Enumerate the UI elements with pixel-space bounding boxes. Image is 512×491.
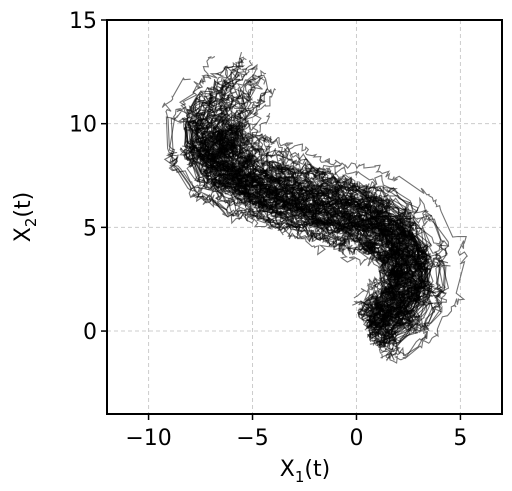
trajectory-line — [244, 119, 468, 364]
y-tick-label: 5 — [83, 216, 97, 241]
x-tick-label: 0 — [349, 426, 363, 451]
trajectory-line — [195, 97, 408, 322]
y-tick-label: 15 — [69, 9, 97, 34]
y-axis-label-suffix: (t) — [11, 192, 36, 218]
y-tick-label: 0 — [83, 320, 97, 345]
x-tick-label: 5 — [453, 426, 467, 451]
y-axis-label: X2(t) — [11, 192, 40, 242]
trajectory-line — [182, 148, 398, 310]
x-axis-label-base: X — [280, 457, 295, 482]
y-axis-label-sub: 2 — [22, 218, 40, 228]
y-axis-ticks: 0 5 10 15 — [69, 9, 107, 345]
y-tick-label: 10 — [69, 113, 97, 138]
trajectory-line — [219, 104, 441, 347]
x-tick-label: −10 — [125, 426, 171, 451]
x-axis-ticks: −10 −5 0 5 — [125, 414, 467, 451]
trajectory-line — [213, 108, 409, 327]
trajectories — [161, 51, 468, 364]
x-axis-label-suffix: (t) — [304, 457, 330, 482]
trajectory-line — [183, 121, 398, 316]
trajectory-line — [211, 63, 420, 337]
x-axis-label-sub: 1 — [295, 468, 305, 486]
trajectory-line — [189, 91, 415, 323]
trajectory-line — [200, 91, 418, 329]
trajectory-line — [165, 152, 407, 320]
y-axis-label-base: X — [11, 227, 36, 242]
x-tick-label: −5 — [236, 426, 268, 451]
plot-frame — [106, 19, 503, 415]
trajectory-line — [213, 139, 429, 338]
x-axis-label: X1(t) — [280, 457, 330, 486]
